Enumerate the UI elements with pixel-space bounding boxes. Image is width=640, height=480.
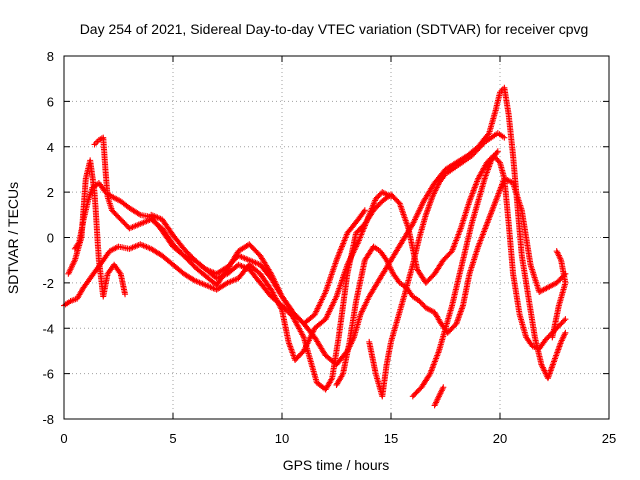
series-7 [366,130,508,400]
x-tick-label: 25 [602,431,616,446]
series-markers [366,130,508,400]
series-markers [91,134,368,327]
series-markers [333,175,569,388]
series-6 [333,175,569,388]
x-tick-label: 10 [275,431,289,446]
y-axis-label: SDTVAR / TECUs [5,182,21,294]
x-tick-label: 0 [60,431,67,446]
y-tick-label: -8 [42,412,54,427]
x-tick-label: 20 [493,431,507,446]
y-tick-label: 4 [47,140,54,155]
x-axis-label: GPS time / hours [283,457,390,473]
series-9 [431,384,447,409]
y-tick-label: -4 [42,321,54,336]
series-2 [71,152,569,393]
y-tick-label: 2 [47,185,54,200]
series-4 [91,134,368,327]
series-3 [65,157,129,300]
x-tick-label: 5 [169,431,176,446]
y-tick-label: 0 [47,231,54,246]
y-tick-label: -6 [42,367,54,382]
y-tick-label: 6 [47,94,54,109]
series-markers [71,152,569,393]
series-markers [431,384,447,409]
axis-ticks: 0 5 10 15 20 25 -8 -6 -4 -2 0 2 4 6 8 [42,49,616,446]
y-tick-label: 8 [47,49,54,64]
grid [64,56,609,419]
series-markers [549,248,569,341]
data-points [61,84,569,409]
series-markers [65,157,129,300]
series-10 [549,248,569,341]
series-markers [409,148,501,400]
chart-title: Day 254 of 2021, Sidereal Day-to-day VTE… [80,21,589,37]
y-tick-label: -2 [42,276,54,291]
x-tick-label: 15 [384,431,398,446]
series-8 [409,148,501,400]
